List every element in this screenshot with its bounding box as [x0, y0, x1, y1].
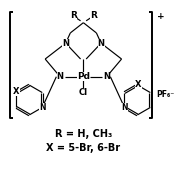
- Text: R: R: [90, 11, 97, 20]
- Text: N: N: [98, 39, 105, 48]
- Text: +: +: [157, 12, 165, 21]
- Text: N: N: [121, 103, 128, 112]
- Text: N: N: [57, 72, 64, 81]
- Text: X: X: [13, 87, 20, 96]
- Text: N: N: [103, 72, 110, 81]
- Text: N: N: [39, 103, 45, 112]
- Text: R: R: [70, 11, 77, 20]
- Text: N: N: [62, 39, 69, 48]
- Text: X: X: [135, 80, 142, 89]
- Text: PF₆⁻: PF₆⁻: [156, 90, 174, 99]
- Text: Pd: Pd: [77, 72, 90, 81]
- Text: R = H, CH₃: R = H, CH₃: [55, 129, 112, 139]
- Text: X = 5-Br, 6-Br: X = 5-Br, 6-Br: [46, 143, 120, 153]
- Text: Cl: Cl: [79, 88, 88, 97]
